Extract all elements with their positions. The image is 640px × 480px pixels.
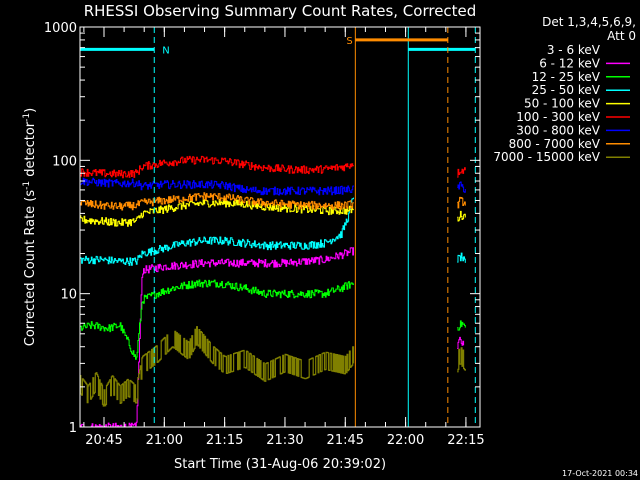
- legend-entry: 300 - 800 keV: [516, 123, 630, 137]
- y-tick-label: 100: [52, 154, 77, 169]
- series-25-50keV: [80, 197, 466, 266]
- x-tick-label: 21:30: [266, 433, 303, 448]
- y-axis-label-main: Corrected Count Rate (s: [23, 190, 38, 347]
- y-axis-label-sup1: -1: [22, 181, 32, 190]
- legend-entry: 25 - 50 keV: [532, 83, 630, 97]
- x-tick-label: 22:15: [447, 433, 484, 448]
- legend-entry: 800 - 7000 keV: [509, 137, 630, 151]
- series-12-25keV: [80, 279, 466, 360]
- y-tick-label: 10: [60, 288, 77, 303]
- series-7000-15000keV: [80, 326, 466, 407]
- axes: 1 10 100 1000 20:45 21:00 21:15 21:30 21:45 22:00…: [44, 21, 485, 448]
- series-50-100keV: [80, 198, 466, 227]
- legend-label: 12 - 25 keV: [532, 70, 601, 84]
- plot-data: NS: [80, 27, 476, 428]
- series-line: [80, 247, 465, 428]
- series-line: [80, 197, 466, 266]
- plot-frame: [79, 26, 481, 428]
- legend-label: 6 - 12 keV: [539, 56, 601, 70]
- y-tick-label: 1: [69, 421, 77, 436]
- legend-label: 800 - 7000 keV: [509, 137, 601, 151]
- series-line: [80, 177, 466, 196]
- x-tick-label: 21:00: [146, 433, 183, 448]
- chart-title: RHESSI Observing Summary Count Rates, Co…: [84, 2, 477, 20]
- y-axis-label-sup2: -1: [22, 113, 32, 122]
- series-line: [80, 192, 466, 211]
- x-tick-label: 21:15: [206, 433, 243, 448]
- legend-label: 3 - 6 keV: [547, 43, 601, 57]
- legend-entry: 12 - 25 keV: [532, 70, 630, 84]
- legend-title: Det 1,3,4,5,6,9,: [542, 15, 636, 29]
- legend-label: 100 - 300 keV: [516, 110, 600, 124]
- y-axis-label-mid: detector: [23, 121, 38, 181]
- flag-saa: S: [346, 27, 449, 427]
- series-line: [80, 279, 466, 360]
- legend-entry: 7000 - 15000 keV: [493, 150, 630, 164]
- y-axis-label: Corrected Count Rate (s-1 detector-1): [22, 108, 38, 346]
- y-tick-label: 1000: [44, 21, 77, 36]
- legend-subtitle: Att 0: [607, 29, 636, 43]
- series-300-800keV: [80, 177, 466, 196]
- series-line: [80, 326, 466, 407]
- flag-night: N: [80, 27, 476, 427]
- legend-entry: 3 - 6 keV: [547, 43, 630, 57]
- legend-label: 25 - 50 keV: [532, 83, 601, 97]
- series-6-12keV: [80, 247, 465, 428]
- flag-label: N: [162, 45, 169, 56]
- x-tick-label: 21:45: [327, 433, 364, 448]
- legend-entry: 6 - 12 keV: [539, 56, 630, 70]
- legend-entry: 100 - 300 keV: [516, 110, 630, 124]
- legend-label: 7000 - 15000 keV: [493, 150, 600, 164]
- flag-label: S: [346, 36, 352, 47]
- series-100-300keV: [80, 155, 466, 179]
- timestamp: 17-Oct-2021 00:34: [562, 469, 638, 478]
- y-axis-label-end: ): [23, 108, 38, 113]
- series-line: [80, 198, 466, 227]
- series-line: [80, 155, 466, 179]
- legend-label: 50 - 100 keV: [524, 97, 601, 111]
- x-axis-label: Start Time (31-Aug-06 20:39:02): [174, 457, 386, 472]
- series-800-7000keV: [80, 192, 466, 211]
- legend-entry: 50 - 100 keV: [524, 97, 630, 111]
- x-tick-label: 22:00: [387, 433, 424, 448]
- x-tick-label: 20:45: [85, 433, 122, 448]
- legend-label: 300 - 800 keV: [516, 123, 600, 137]
